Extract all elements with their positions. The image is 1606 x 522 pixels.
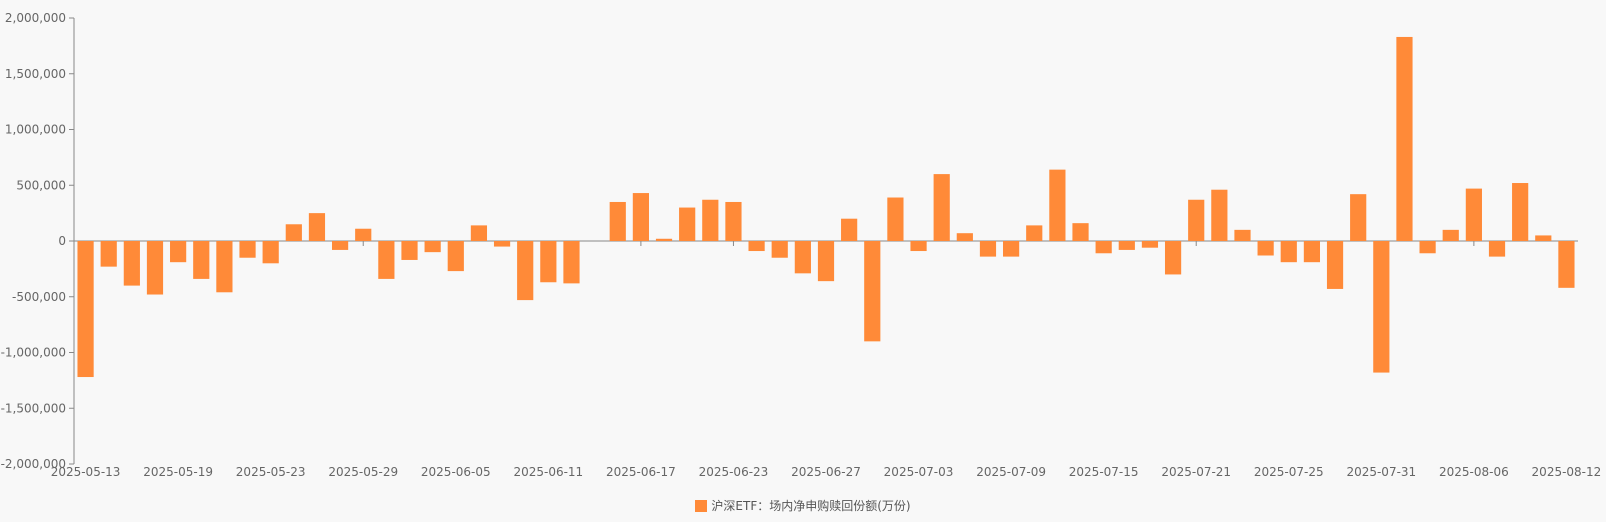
bar[interactable] xyxy=(1257,241,1274,256)
bar[interactable] xyxy=(308,213,326,241)
bar[interactable] xyxy=(1211,189,1228,241)
x-tick-label: 2025-07-09 xyxy=(976,465,1046,479)
bar[interactable] xyxy=(702,199,719,241)
y-tick-label: -1,500,000 xyxy=(1,401,66,415)
bar[interactable] xyxy=(910,241,927,252)
y-axis: 2,000,000 1,500,000 1,000,000 500,000 0 -500,… xyxy=(1,11,75,471)
bar-series xyxy=(77,36,1575,378)
bar[interactable] xyxy=(794,241,811,274)
y-tick-label: -1,000,000 xyxy=(1,346,66,360)
bar[interactable] xyxy=(956,233,973,241)
x-tick-label: 2025-05-13 xyxy=(51,465,121,479)
x-tick-label: 2025-08-12 xyxy=(1532,465,1602,479)
bar[interactable] xyxy=(1350,194,1367,241)
bar[interactable] xyxy=(979,241,997,257)
y-tick-label: 500,000 xyxy=(16,178,66,192)
x-tick-label: 2025-08-06 xyxy=(1439,465,1509,479)
x-tick-label: 2025-06-11 xyxy=(513,465,583,479)
bar[interactable] xyxy=(1141,241,1159,248)
bar[interactable] xyxy=(1442,229,1459,241)
bar[interactable] xyxy=(933,174,950,241)
legend[interactable]: 沪深ETF：场内净申购赎回份额(万份) xyxy=(0,497,1606,514)
bar[interactable] xyxy=(1026,225,1043,241)
bar[interactable] xyxy=(609,201,626,241)
bar[interactable] xyxy=(1072,223,1089,241)
bar[interactable] xyxy=(1488,241,1506,257)
bar[interactable] xyxy=(123,241,140,286)
y-tick-label: 1,000,000 xyxy=(5,123,66,137)
bar[interactable] xyxy=(540,241,557,283)
x-tick-label: 2025-07-21 xyxy=(1161,465,1231,479)
bar[interactable] xyxy=(1465,188,1482,241)
x-tick-label: 2025-06-27 xyxy=(791,465,861,479)
x-tick-label: 2025-07-15 xyxy=(1069,465,1139,479)
bar[interactable] xyxy=(1396,36,1413,241)
bar[interactable] xyxy=(725,201,742,241)
bar[interactable] xyxy=(1419,241,1436,254)
bar[interactable] xyxy=(887,197,904,241)
x-tick-label: 2025-06-23 xyxy=(699,465,769,479)
bar[interactable] xyxy=(378,241,395,279)
y-tick-label: 1,500,000 xyxy=(5,67,66,81)
bar[interactable] xyxy=(216,241,233,293)
y-tick-label: 2,000,000 xyxy=(5,11,66,25)
bar[interactable] xyxy=(470,225,488,241)
bar[interactable] xyxy=(1373,241,1390,373)
bar[interactable] xyxy=(679,207,696,241)
bar[interactable] xyxy=(1095,241,1112,254)
x-tick-label: 2025-06-17 xyxy=(606,465,676,479)
bar[interactable] xyxy=(632,193,649,241)
x-tick-label: 2025-07-03 xyxy=(884,465,954,479)
bar[interactable] xyxy=(170,241,187,263)
y-tick-label: -2,000,000 xyxy=(1,457,66,471)
bar[interactable] xyxy=(424,241,441,253)
bar[interactable] xyxy=(1280,241,1297,263)
bar[interactable] xyxy=(817,241,835,282)
bar[interactable] xyxy=(841,218,858,241)
bar[interactable] xyxy=(1535,235,1552,241)
bar[interactable] xyxy=(331,241,349,250)
bar[interactable] xyxy=(493,241,511,247)
bar[interactable] xyxy=(771,241,788,258)
x-tick-label: 2025-06-05 xyxy=(421,465,491,479)
bar[interactable] xyxy=(77,241,94,378)
bar[interactable] xyxy=(1558,241,1575,288)
bar[interactable] xyxy=(285,224,302,241)
bar[interactable] xyxy=(1003,241,1020,257)
bar[interactable] xyxy=(262,241,279,264)
bar[interactable] xyxy=(355,228,372,241)
legend-swatch xyxy=(695,500,708,512)
bar[interactable] xyxy=(517,241,534,301)
bar[interactable] xyxy=(748,241,765,252)
bar[interactable] xyxy=(864,241,881,342)
bar[interactable] xyxy=(1164,241,1182,275)
bar[interactable] xyxy=(146,241,164,295)
bar[interactable] xyxy=(447,241,464,272)
bar[interactable] xyxy=(1188,199,1205,241)
y-tick-label: 0 xyxy=(58,234,66,248)
bar[interactable] xyxy=(401,241,418,260)
x-tick-label: 2025-07-25 xyxy=(1254,465,1324,479)
bar[interactable] xyxy=(1049,169,1066,241)
x-tick-label: 2025-05-19 xyxy=(143,465,213,479)
bar[interactable] xyxy=(1326,241,1344,289)
x-tick-label: 2025-07-31 xyxy=(1346,465,1416,479)
bar[interactable] xyxy=(1303,241,1321,263)
bar[interactable] xyxy=(239,241,256,258)
bar[interactable] xyxy=(655,238,673,241)
bar[interactable] xyxy=(1118,241,1135,250)
bar[interactable] xyxy=(100,241,117,267)
legend-label: 沪深ETF：场内净申购赎回份额(万份) xyxy=(711,499,911,513)
x-tick-label: 2025-05-23 xyxy=(236,465,306,479)
x-tick-label: 2025-05-29 xyxy=(328,465,398,479)
bar[interactable] xyxy=(563,241,580,284)
bar[interactable] xyxy=(193,241,210,279)
y-tick-label: -500,000 xyxy=(12,290,66,304)
bar[interactable] xyxy=(1512,183,1529,241)
bar[interactable] xyxy=(1234,229,1251,241)
